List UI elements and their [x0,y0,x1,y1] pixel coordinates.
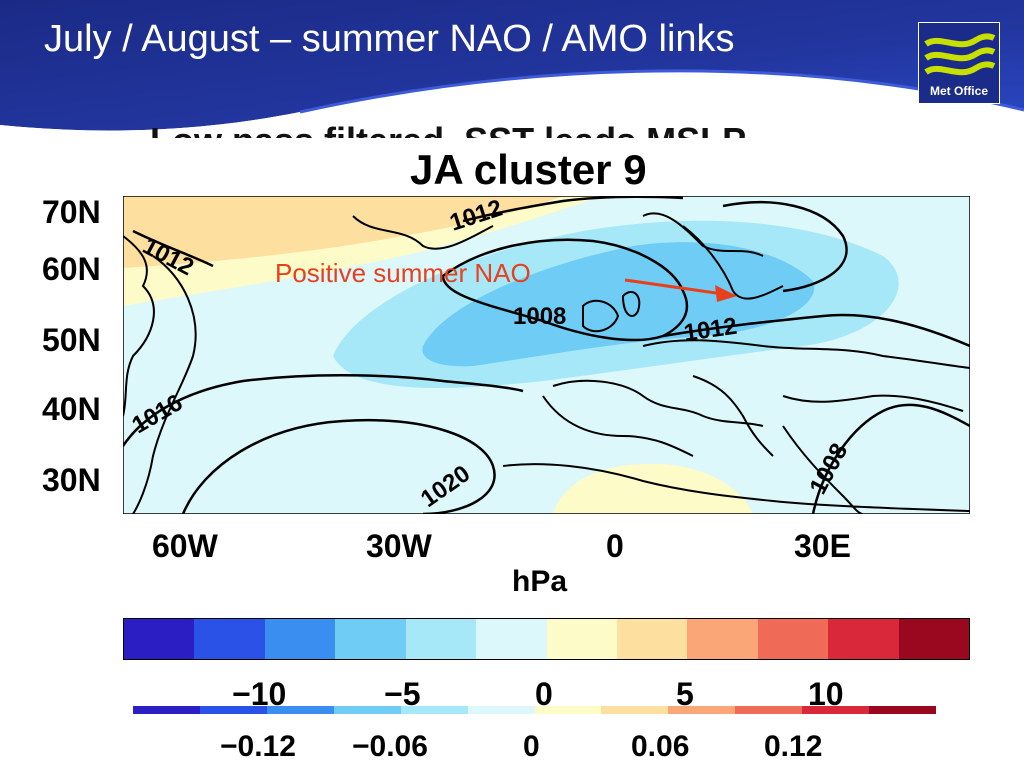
lon-label-60w: 60W [152,528,218,564]
colorbar2-swatch-8 [668,706,736,714]
colorbar2-swatch-2 [266,706,334,714]
colorbar-swatch-3 [335,619,406,659]
colorbar-swatch-9 [757,619,829,659]
colorbar-swatch-10 [828,619,899,659]
secondary-tick-minus006: −0.06 [352,730,428,763]
colorbar-swatch-5 [476,619,547,659]
secondary-tick-0: 0 [523,730,540,763]
colorbar-swatch-11 [898,619,970,659]
coastlines [123,212,970,514]
colorbar2-swatch-11 [869,706,937,714]
logo-waves-icon [917,21,1001,105]
colorbar [123,618,970,660]
secondary-tick-012: 0.12 [764,730,823,763]
colorbar-unit-label: hPa [512,565,568,598]
lon-label-30e: 30E [794,528,851,564]
met-office-logo: Met Office [917,21,1001,105]
positive-anomaly-south [553,463,753,514]
logo-text: Met Office [929,84,988,98]
map-title: JA cluster 9 [410,146,647,193]
colorbar-swatch-6 [546,619,617,659]
lon-label-30w: 30W [366,528,432,564]
colorbar-swatch-7 [616,619,688,659]
colorbar2-swatch-3 [333,706,401,714]
lat-label-70n: 70N [42,194,101,230]
colorbar2-swatch-4 [400,706,468,714]
slide-title: July / August – summer NAO / AMO links [44,18,735,60]
isobar-1016 [123,373,524,447]
colorbar2-swatch-9 [735,706,803,714]
isobars [123,196,970,514]
colorbar-tick-5: 5 [676,676,694,712]
isobar-1012-east [662,313,970,348]
lat-label-50n: 50N [42,322,101,358]
lat-label-60n: 60N [42,251,101,287]
colorbar-swatch-8 [687,619,758,659]
lat-label-40n: 40N [42,391,101,427]
colorbar2-swatch-6 [534,706,602,714]
positive-anomaly-mid [123,196,563,268]
colorbar2-swatch-7 [601,706,669,714]
colorbar-swatch-0 [124,619,195,659]
ghost-title: Low pass filtered, SST leads MSLP [150,120,746,139]
lat-label-30n: 30N [42,462,101,498]
ghost-mask [140,138,940,158]
colorbar2-swatch-10 [802,706,870,714]
colorbar2-swatch-1 [199,706,267,714]
secondary-colorbar [133,706,937,714]
isobar-scandinavia [722,201,848,293]
colorbar-swatch-2 [264,619,336,659]
nao-annotation: Positive summer NAO [275,258,531,288]
isobar-1020 [181,419,496,514]
contour-label-1008: 1008 [513,303,566,330]
secondary-tick-minus012: −0.12 [220,730,296,763]
isobar-1008-low [441,238,689,342]
negative-anomaly-mid [422,242,815,367]
colorbar2-swatch-0 [133,706,200,714]
isobar-1012-north [462,196,684,223]
isobar-1012-west [132,229,214,268]
colorbar-swatch-4 [405,619,477,659]
lon-label-0: 0 [606,528,624,564]
colorbar-swatch-1 [194,619,265,659]
secondary-tick-006: 0.06 [631,730,690,763]
isobar-1008-southeast [811,403,970,514]
mslp-anomaly-map: 1012 1012 1008 1012 1016 1020 1008 [123,196,970,514]
annotation-arrow-icon [624,278,737,302]
colorbar2-swatch-5 [467,706,535,714]
colorbar-tick-0: 0 [535,676,553,712]
